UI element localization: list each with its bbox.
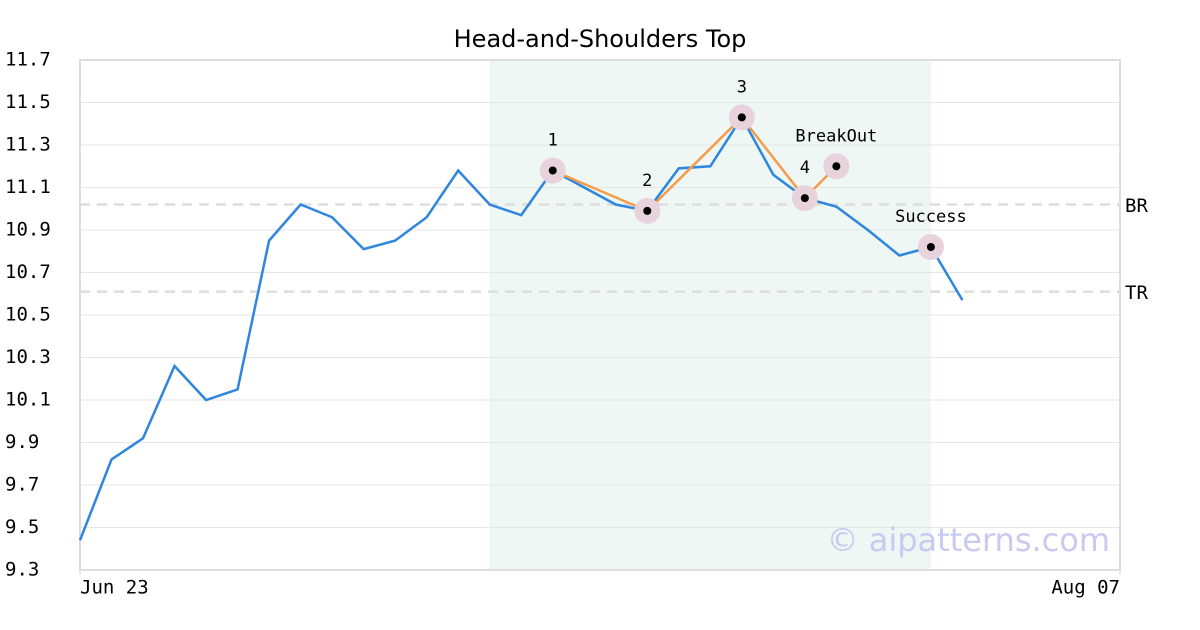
y-tick-label: 10.1 xyxy=(5,389,51,411)
y-tick-label: 11.3 xyxy=(5,134,51,156)
y-tick-label: 10.5 xyxy=(5,304,51,326)
point-label: 4 xyxy=(800,158,810,178)
point-dot xyxy=(800,194,809,203)
level-label: BR xyxy=(1125,195,1148,217)
point-dot xyxy=(737,113,746,122)
x-tick-label: Aug 07 xyxy=(1051,577,1120,599)
y-tick-label: 9.7 xyxy=(5,474,39,496)
x-tick-label: Jun 23 xyxy=(80,577,149,599)
point-label: 1 xyxy=(548,131,558,151)
chart-title: Head-and-Shoulders Top xyxy=(454,25,747,53)
point-dot xyxy=(548,166,557,175)
y-tick-label: 10.9 xyxy=(5,219,51,241)
y-tick-label: 11.5 xyxy=(5,91,51,113)
y-tick-label: 9.5 xyxy=(5,516,39,538)
y-tick-label: 9.9 xyxy=(5,431,39,453)
y-tick-label: 10.7 xyxy=(5,261,51,283)
y-tick-label: 9.3 xyxy=(5,559,39,581)
point-label: Success xyxy=(895,207,967,227)
point-label: 2 xyxy=(642,171,652,191)
point-dot xyxy=(926,243,935,251)
level-label: TR xyxy=(1125,282,1148,304)
y-tick-label: 11.1 xyxy=(5,176,51,198)
point-dot xyxy=(643,206,652,215)
y-tick-label: 10.3 xyxy=(5,346,51,368)
watermark: © aipatterns.com xyxy=(827,521,1110,559)
point-label: BreakOut xyxy=(795,126,877,146)
y-tick-label: 11.7 xyxy=(5,49,51,71)
point-label: 3 xyxy=(737,77,747,97)
plot-frame xyxy=(79,59,1121,571)
point-dot xyxy=(832,162,841,171)
